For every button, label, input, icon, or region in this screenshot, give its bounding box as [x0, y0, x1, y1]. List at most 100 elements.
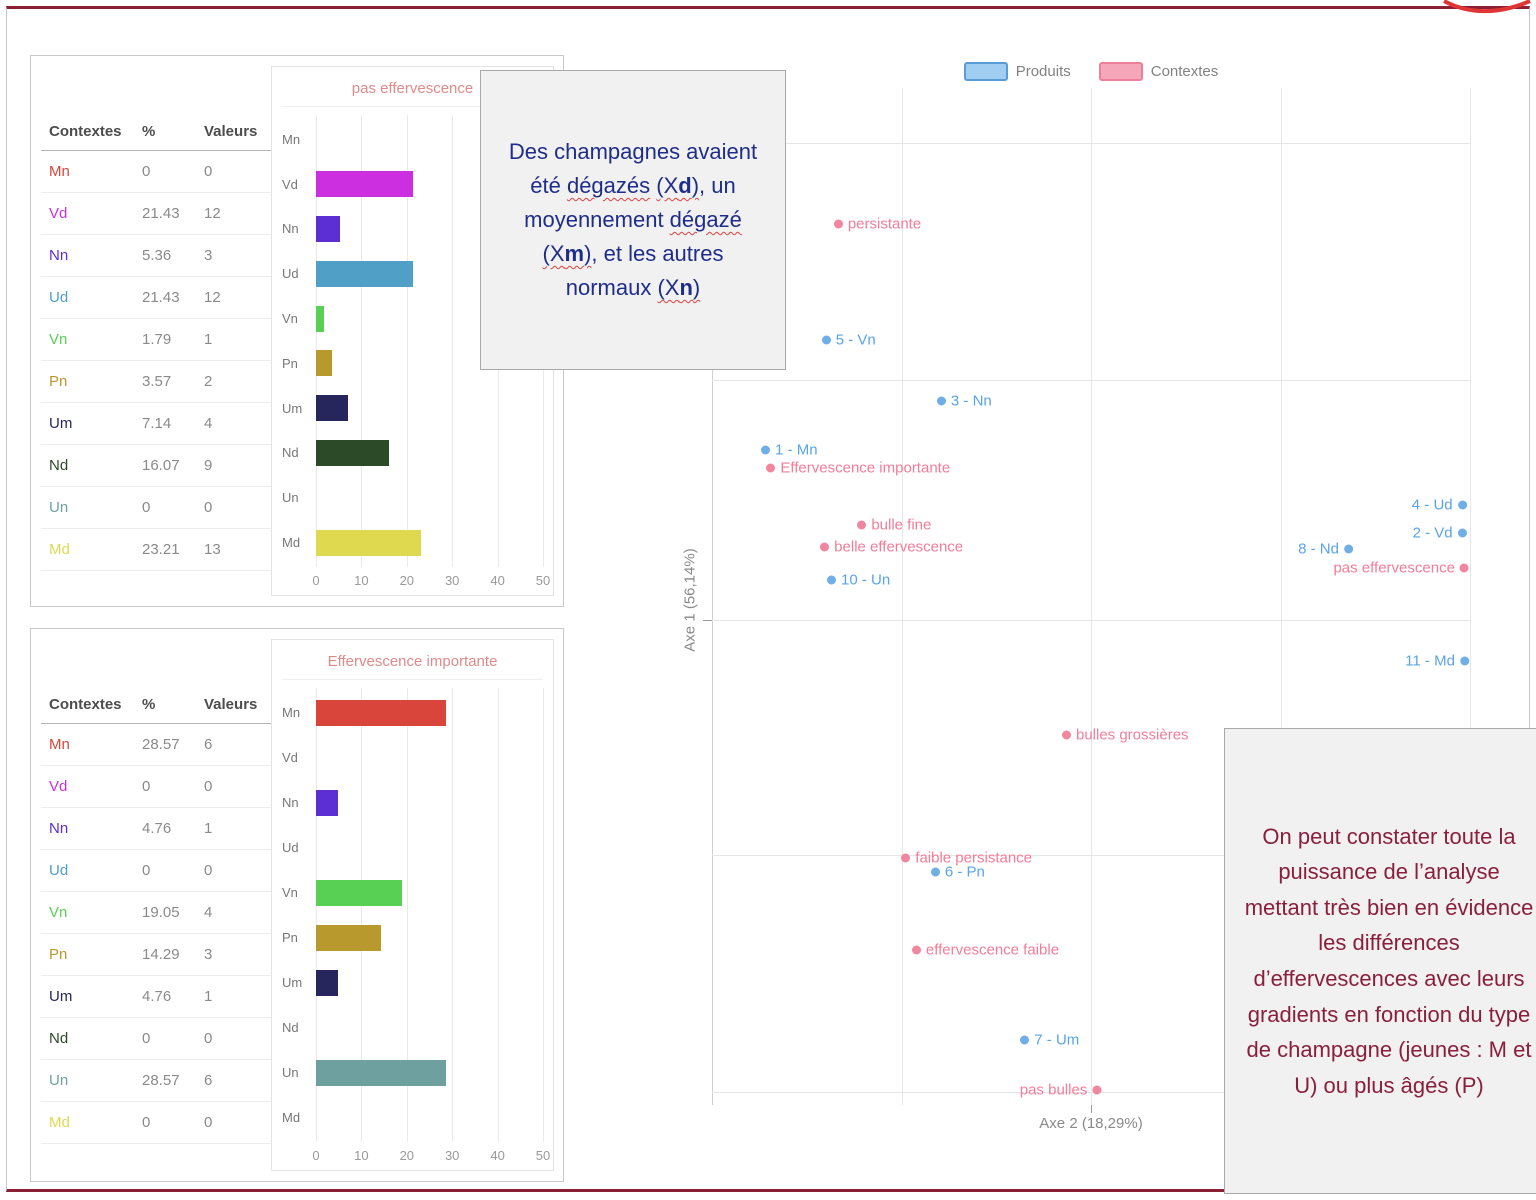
bar: [316, 1059, 446, 1086]
bar-category-label: Nn: [282, 795, 299, 810]
point-dot-icon: [930, 867, 940, 877]
bar: [316, 789, 338, 816]
point-dot-icon: [1092, 1085, 1102, 1095]
x-tick-label: 0: [312, 1148, 320, 1163]
bar-chart-effervescence-importante: Effervescence importante Mn Vd Nn Ud Vn Pn Um N…: [271, 639, 554, 1171]
point-label: 11 - Md: [1405, 652, 1455, 670]
bar-track: [316, 879, 543, 906]
bar: [316, 879, 403, 906]
table-row: Vn 19.05 4: [41, 892, 271, 934]
header-contextes: Contextes: [49, 695, 122, 713]
point-label: bulles grossières: [1075, 726, 1189, 744]
note-degazage: Des champagnes avaient été dégazés (Xd),…: [480, 70, 786, 370]
logo-swoosh-icon: [1442, 0, 1532, 19]
point-label: 2 - Vd: [1412, 524, 1453, 542]
gridline: [1470, 88, 1471, 1105]
bars: Mn Vd Nn Ud Vn Pn Um Nd Un Md: [282, 117, 543, 565]
scatter-point-produits: 4 - Ud: [1412, 497, 1467, 512]
point-dot-icon: [821, 335, 831, 345]
table-row: Vd 21.43 12: [41, 193, 271, 235]
table-row: Vd 0 0: [41, 766, 271, 808]
bar-track: [316, 350, 543, 377]
bar-track: [316, 439, 543, 466]
point-dot-icon: [1459, 656, 1469, 666]
gridline: [712, 619, 1470, 621]
bar-row: Un: [282, 475, 543, 520]
bar-track: [316, 699, 543, 726]
gridline: [1091, 88, 1092, 1105]
gridline: [406, 115, 408, 567]
bar: [316, 699, 446, 726]
scatter-point-contextes: bulles grossières: [1061, 726, 1189, 744]
x-tick-label: 10: [354, 573, 369, 588]
bar-category-label: Um: [282, 400, 303, 416]
gridline: [497, 688, 499, 1142]
chart-title: Effervescence importante: [282, 646, 543, 680]
panel-effervescence-importante: Contextes % Valeurs Mn 28.57 6 Vd 0 0 Nn 4.76 1 U…: [30, 628, 564, 1182]
point-label: 8 - Nd: [1298, 540, 1339, 558]
bar-track: [316, 395, 543, 422]
bar-track: [316, 969, 543, 996]
gridline: [712, 379, 1470, 381]
bar-row: Nd: [282, 1005, 543, 1050]
point-label: pas effervescence: [1333, 559, 1455, 577]
table-row: Un 0 0: [41, 487, 271, 529]
gridline: [901, 88, 903, 1105]
x-tick-label: 50: [535, 1148, 551, 1163]
point-label: Effervescence importante: [780, 459, 951, 477]
point-label: 4 - Ud: [1411, 496, 1453, 514]
gridline: [543, 688, 544, 1142]
gridline: [712, 1091, 1470, 1093]
legend-item-produits[interactable]: Produits: [963, 62, 1071, 81]
bar-row: Pn: [282, 341, 543, 386]
gridline: [712, 142, 1470, 144]
point-dot-icon: [936, 396, 946, 406]
table-row: Um 4.76 1: [41, 976, 271, 1018]
bar-category-label: Vd: [282, 750, 298, 765]
header-pct: %: [142, 122, 156, 140]
chart-plot: Mn Vd Nn Ud Vn Pn Um Nd Un Md: [282, 680, 544, 1144]
point-dot-icon: [761, 445, 771, 455]
scatter-point-contextes: persistante: [833, 217, 921, 232]
bar-category-label: Nd: [282, 445, 299, 461]
contexts-table-effervescence-importante: Contextes % Valeurs Mn 28.57 6 Vd 0 0 Nn 4.76 1 U…: [41, 685, 271, 1144]
table-row: Nd 16.07 9: [41, 445, 271, 487]
bar-row: Um: [282, 386, 543, 431]
bar-track: [316, 789, 543, 816]
legend-item-contextes[interactable]: Contextes: [1098, 62, 1219, 81]
bar-category-label: Un: [282, 490, 299, 506]
bar-category-label: Vn: [282, 885, 298, 900]
point-dot-icon: [1020, 1035, 1030, 1045]
table-body: Mn 28.57 6 Vd 0 0 Nn 4.76 1 Ud 0 0 Vn 19.05 4 Pn 14.29 3 U…: [41, 724, 271, 1144]
bar-row: Nn: [282, 780, 543, 825]
bar-track: [316, 745, 543, 771]
table-body: Mn 0 0 Vd 21.43 12 Nn 5.36 3 Ud 21.43 12 Vn 1.79 1 Pn 3.…: [41, 151, 271, 571]
gridline: [452, 688, 454, 1142]
bar-row: Nd: [282, 431, 543, 476]
legend-label-contextes: Contextes: [1150, 63, 1219, 80]
bar-category-label: Um: [282, 975, 303, 990]
scatter-point-contextes: pas bulles: [1020, 1082, 1102, 1097]
point-label: 1 - Mn: [775, 441, 818, 459]
scatter-point-contextes: Effervescence importante: [766, 461, 950, 476]
bar-track: [316, 1015, 543, 1041]
table-row: Ud 21.43 12: [41, 277, 271, 319]
bar-row: Md: [282, 520, 543, 565]
bar-row: Mn: [282, 117, 543, 162]
bar: [316, 171, 414, 198]
chart-title: pas effervescence: [282, 73, 543, 107]
table-row: Um 7.14 4: [41, 403, 271, 445]
table-row: Md 23.21 13: [41, 529, 271, 571]
bar-category-label: Un: [282, 1065, 299, 1080]
bar-category-label: Ud: [282, 266, 299, 282]
bar-row: Vd: [282, 162, 543, 207]
table-row: Nn 4.76 1: [41, 808, 271, 850]
x-tick-label: 0: [312, 573, 320, 588]
point-dot-icon: [1459, 563, 1469, 573]
point-dot-icon: [827, 575, 836, 585]
scatter-point-produits: 3 - Nn: [936, 394, 992, 409]
point-label: 6 - Pn: [944, 863, 985, 881]
table-row: Pn 14.29 3: [41, 934, 271, 976]
gridline: [452, 115, 454, 567]
scatter-point-contextes: bulle fine: [857, 518, 931, 533]
